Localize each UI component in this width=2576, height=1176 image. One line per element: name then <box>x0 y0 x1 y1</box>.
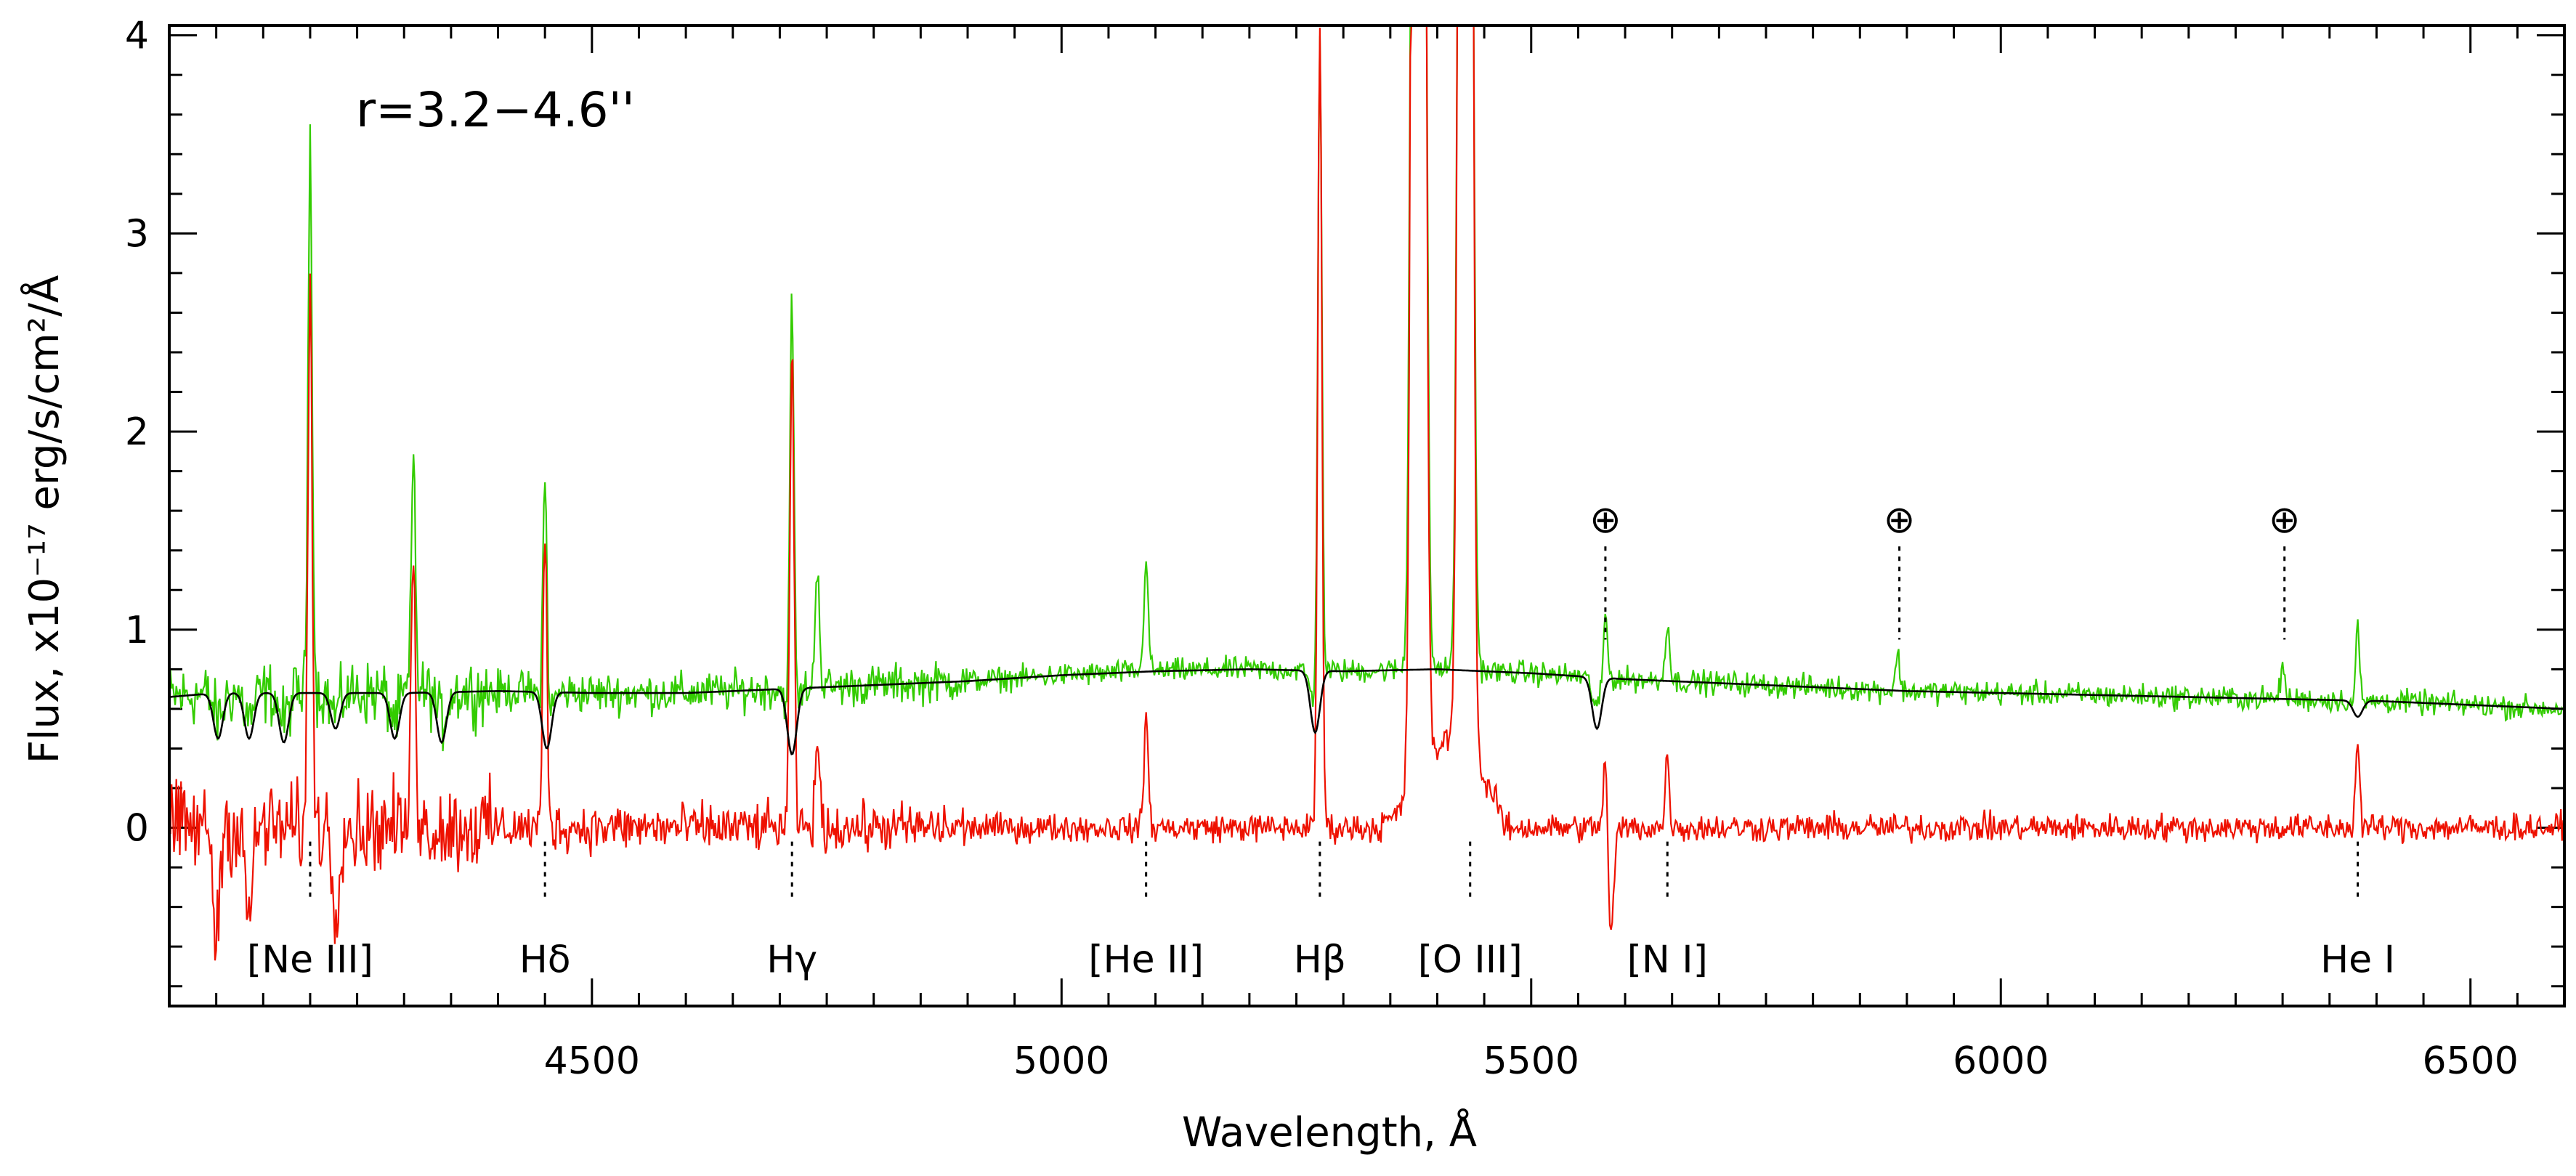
y-tick-label: 3 <box>125 212 149 256</box>
line-label: [O III] <box>1418 938 1523 982</box>
line-label: [Ne III] <box>247 938 373 982</box>
x-tick-label: 5000 <box>1013 1039 1109 1083</box>
line-label: [N I] <box>1627 938 1708 982</box>
radius-annotation: r=3.2−4.6'' <box>356 82 635 138</box>
telluric-symbol: ⊕ <box>2269 498 2301 542</box>
line-label: Hδ <box>519 938 571 982</box>
tick-labels: 4500 5000 5500 6000 6500 0 1 2 3 4 <box>125 15 2519 1083</box>
plot-frame <box>168 24 2566 1007</box>
x-tick-label: 6500 <box>2423 1039 2519 1083</box>
series-residual <box>168 24 2566 961</box>
y-axis-title: Flux, x10⁻¹⁷ erg/s/cm²/Å <box>20 275 68 764</box>
line-markers: [Ne III] Hδ Hγ [He II] Hβ [O III] [N I] He I ⊕ ⊕ ⊕ <box>247 498 2395 981</box>
series-model <box>169 668 2565 755</box>
telluric-symbol: ⊕ <box>1884 498 1916 542</box>
y-tick-label: 1 <box>125 609 149 652</box>
line-label: Hγ <box>766 938 817 982</box>
y-tick-label: 4 <box>125 15 149 58</box>
axis-ticks <box>169 25 2566 1006</box>
series-group <box>168 24 2566 961</box>
line-label: Hβ <box>1294 938 1346 982</box>
line-label: He I <box>2320 938 2395 982</box>
telluric-symbol: ⊕ <box>1589 498 1621 542</box>
line-label: [He II] <box>1088 938 1204 982</box>
x-tick-label: 5500 <box>1483 1039 1579 1083</box>
y-tick-label: 0 <box>125 807 149 851</box>
x-tick-label: 4500 <box>544 1039 640 1083</box>
y-tick-label: 2 <box>125 410 149 454</box>
x-tick-label: 6000 <box>1953 1039 2049 1083</box>
x-axis-title: Wavelength, Å <box>1182 1108 1477 1156</box>
series-observed <box>168 24 2565 752</box>
